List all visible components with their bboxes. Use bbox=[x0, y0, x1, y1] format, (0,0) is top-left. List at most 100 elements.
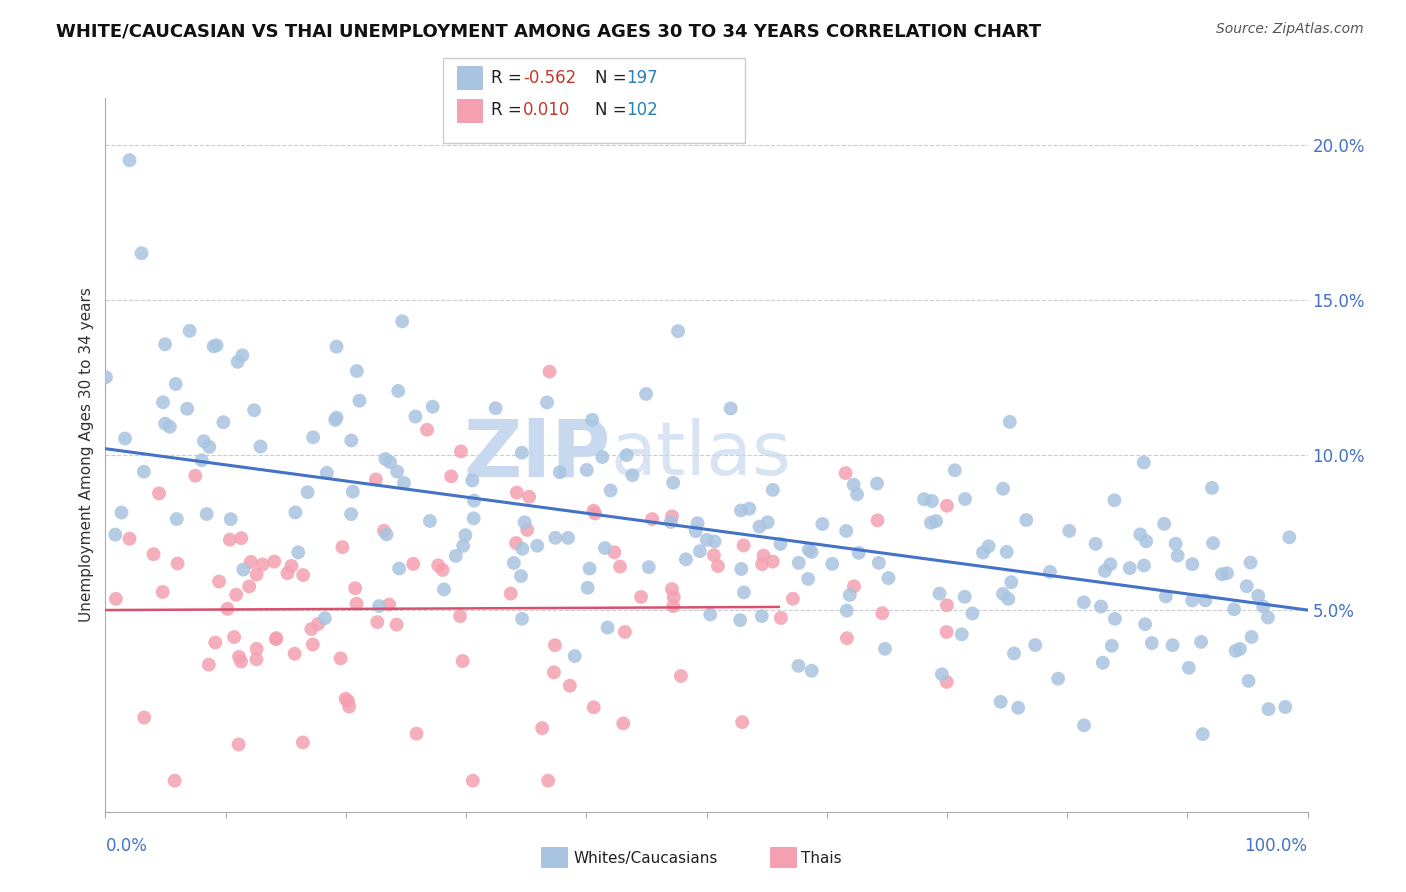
Point bbox=[1216, 566, 1239, 581]
Point bbox=[797, 542, 820, 557]
Point bbox=[558, 679, 581, 693]
Point bbox=[152, 585, 174, 599]
Text: -0.562: -0.562 bbox=[523, 69, 576, 87]
Point bbox=[1251, 599, 1274, 614]
Point bbox=[104, 527, 127, 541]
Point bbox=[202, 339, 225, 353]
Point bbox=[782, 591, 804, 606]
Point bbox=[931, 667, 953, 681]
Point bbox=[1039, 565, 1062, 579]
Point bbox=[582, 700, 605, 714]
Point bbox=[1099, 558, 1122, 572]
Point bbox=[118, 153, 141, 168]
Point bbox=[444, 549, 467, 563]
Point bbox=[392, 476, 415, 491]
Point bbox=[463, 511, 485, 525]
Point bbox=[637, 560, 659, 574]
Point bbox=[163, 773, 186, 788]
Point bbox=[1073, 718, 1095, 732]
Point bbox=[544, 531, 567, 545]
Point bbox=[416, 423, 439, 437]
Point bbox=[197, 657, 219, 672]
Point bbox=[1237, 673, 1260, 688]
Point bbox=[368, 599, 391, 613]
Point bbox=[166, 512, 188, 526]
Point bbox=[461, 773, 484, 788]
Point bbox=[582, 504, 605, 518]
Point bbox=[543, 665, 565, 680]
Point bbox=[689, 544, 711, 558]
Point bbox=[703, 534, 725, 549]
Point bbox=[838, 588, 860, 602]
Text: ZIP: ZIP bbox=[463, 416, 610, 494]
Point bbox=[451, 654, 474, 668]
Point bbox=[245, 652, 267, 666]
Point bbox=[1084, 537, 1107, 551]
Text: R =: R = bbox=[491, 69, 527, 87]
Point bbox=[238, 579, 260, 593]
Point bbox=[485, 401, 508, 416]
Point bbox=[998, 415, 1021, 429]
Point bbox=[928, 587, 950, 601]
Point bbox=[848, 546, 870, 560]
Point bbox=[1153, 516, 1175, 531]
Point bbox=[166, 557, 188, 571]
Point bbox=[641, 512, 664, 526]
Text: 0.0%: 0.0% bbox=[105, 837, 148, 855]
Point bbox=[193, 434, 215, 449]
Point bbox=[835, 524, 858, 538]
Point bbox=[463, 493, 485, 508]
Point bbox=[1223, 602, 1246, 616]
Point bbox=[728, 613, 751, 627]
Point bbox=[866, 513, 889, 527]
Point bbox=[325, 340, 347, 354]
Point bbox=[835, 604, 858, 618]
Point bbox=[252, 558, 274, 572]
Point bbox=[564, 648, 586, 663]
Point bbox=[512, 541, 534, 556]
Point bbox=[510, 612, 533, 626]
Point bbox=[846, 487, 869, 501]
Point bbox=[751, 557, 773, 571]
Point bbox=[1140, 636, 1163, 650]
Point bbox=[935, 675, 957, 690]
Point bbox=[1239, 556, 1261, 570]
Point bbox=[231, 531, 253, 545]
Point bbox=[142, 547, 165, 561]
Point bbox=[228, 649, 250, 664]
Point bbox=[231, 348, 253, 362]
Point bbox=[920, 516, 942, 530]
Point bbox=[686, 516, 709, 531]
Point bbox=[208, 574, 231, 589]
Point bbox=[751, 609, 773, 624]
Point bbox=[224, 630, 246, 644]
Point bbox=[374, 452, 396, 467]
Point bbox=[297, 485, 319, 500]
Point bbox=[249, 440, 271, 454]
Point bbox=[733, 538, 755, 552]
Point bbox=[769, 611, 792, 625]
Point bbox=[1240, 630, 1263, 644]
Point bbox=[675, 552, 697, 566]
Point bbox=[179, 324, 201, 338]
Point bbox=[630, 590, 652, 604]
Point bbox=[506, 485, 529, 500]
Point bbox=[148, 486, 170, 500]
Point bbox=[538, 365, 561, 379]
Point bbox=[104, 591, 127, 606]
Point bbox=[593, 541, 616, 555]
Point bbox=[1247, 589, 1270, 603]
Y-axis label: Unemployment Among Ages 30 to 34 years: Unemployment Among Ages 30 to 34 years bbox=[79, 287, 94, 623]
Point bbox=[378, 455, 401, 469]
Point bbox=[1181, 557, 1204, 571]
Point bbox=[544, 638, 567, 652]
Point bbox=[264, 631, 287, 645]
Point bbox=[621, 468, 644, 483]
Point bbox=[972, 545, 994, 559]
Point bbox=[762, 483, 785, 497]
Point bbox=[391, 314, 413, 328]
Point bbox=[440, 469, 463, 483]
Point bbox=[195, 507, 218, 521]
Point bbox=[943, 463, 966, 477]
Point bbox=[114, 432, 136, 446]
